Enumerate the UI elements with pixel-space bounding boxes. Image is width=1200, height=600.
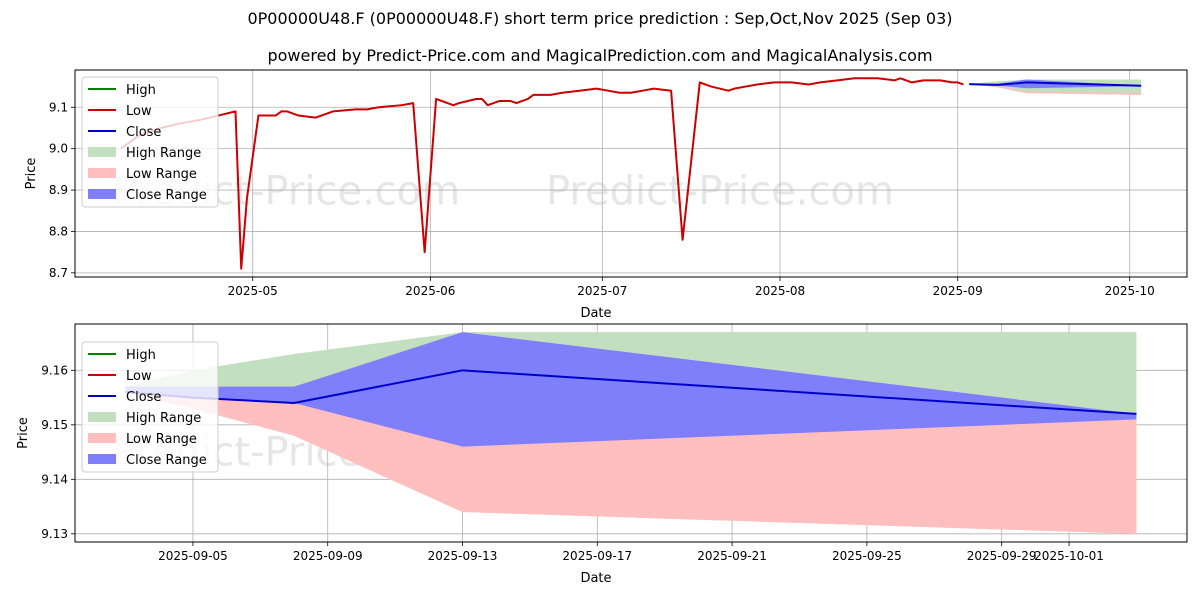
bottom-legend-label: High (126, 348, 156, 363)
top-legend-label: High Range (126, 146, 201, 161)
chart-subtitle: powered by Predict-Price.com and Magical… (267, 46, 933, 65)
top-frame (74, 69, 1188, 278)
top-y-tick-label: 9.0 (49, 142, 68, 156)
top-y-tick-label: 8.7 (49, 266, 68, 280)
top-legend-label: Low (126, 104, 152, 119)
top-legend-swatch (88, 168, 116, 178)
bottom-legend-label: High Range (126, 411, 201, 426)
top-y-axis-label: Price (24, 158, 39, 190)
bottom-x-tick-label: 2025-10-01 (1034, 549, 1104, 563)
bottom-y-tick-label: 9.16 (41, 363, 68, 377)
top-legend-label: Low Range (126, 167, 197, 182)
bottom-legend-swatch (88, 454, 116, 464)
bottom-legend-label: Low (126, 369, 152, 384)
top-legend-swatch (88, 189, 116, 199)
bottom-x-axis-label: Date (580, 571, 611, 586)
top-legend-label: Close Range (126, 188, 207, 203)
chart-title: 0P00000U48.F (0P00000U48.F) short term p… (247, 9, 953, 28)
bottom-y-axis-label: Price (16, 417, 31, 449)
bottom-close-range-area (125, 332, 1137, 447)
top-plot-area (75, 70, 1187, 277)
top-low-range-area (969, 84, 1142, 95)
top-y-tick-label: 8.9 (49, 183, 68, 197)
bottom-legend-label: Close Range (126, 453, 207, 468)
top-watermark: Predict-Price.com (546, 169, 894, 215)
top-legend-label: Close (126, 125, 161, 140)
bottom-y-tick-label: 9.13 (41, 527, 68, 541)
top-x-axis-label: Date (580, 306, 611, 321)
bottom-x-tick-label: 2025-09-29 (967, 549, 1037, 563)
bottom-x-tick-label: 2025-09-09 (293, 549, 363, 563)
bottom-y-tick-label: 9.15 (41, 418, 68, 432)
bottom-legend-label: Close (126, 390, 161, 405)
top-x-tick-label: 2025-09 (933, 284, 983, 298)
bottom-legend-swatch (88, 433, 116, 443)
top-x-tick-label: 2025-08 (755, 284, 805, 298)
bottom-x-tick-label: 2025-09-25 (832, 549, 902, 563)
top-low-line (120, 77, 964, 270)
bottom-frame (74, 323, 1188, 543)
bottom-x-tick-label: 2025-09-05 (158, 549, 228, 563)
top-x-tick-label: 2025-05 (228, 284, 278, 298)
top-y-tick-label: 9.1 (49, 100, 68, 114)
top-x-tick-label: 2025-06 (405, 284, 455, 298)
top-legend-label: High (126, 83, 156, 98)
top-legend-swatch (88, 147, 116, 157)
bottom-x-tick-label: 2025-09-17 (562, 549, 632, 563)
top-y-tick-label: 8.8 (49, 224, 68, 238)
bottom-legend-label: Low Range (126, 432, 197, 447)
top-x-tick-label: 2025-10 (1105, 284, 1155, 298)
top-x-tick-label: 2025-07 (577, 284, 627, 298)
bottom-y-tick-label: 9.14 (41, 472, 68, 486)
bottom-x-tick-label: 2025-09-13 (428, 549, 498, 563)
top-close-line (969, 81, 1142, 87)
bottom-x-tick-label: 2025-09-21 (697, 549, 767, 563)
bottom-legend-swatch (88, 412, 116, 422)
